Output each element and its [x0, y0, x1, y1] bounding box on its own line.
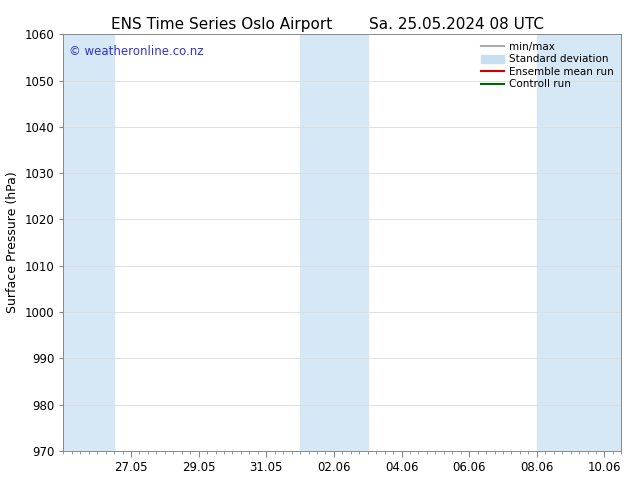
Bar — [300, 34, 368, 451]
Y-axis label: Surface Pressure (hPa): Surface Pressure (hPa) — [6, 172, 19, 314]
Text: Sa. 25.05.2024 08 UTC: Sa. 25.05.2024 08 UTC — [369, 17, 544, 32]
Bar — [537, 34, 621, 451]
Bar — [63, 34, 114, 451]
Legend: min/max, Standard deviation, Ensemble mean run, Controll run: min/max, Standard deviation, Ensemble me… — [479, 40, 616, 92]
Text: ENS Time Series Oslo Airport: ENS Time Series Oslo Airport — [112, 17, 332, 32]
Text: © weatheronline.co.nz: © weatheronline.co.nz — [69, 45, 204, 58]
